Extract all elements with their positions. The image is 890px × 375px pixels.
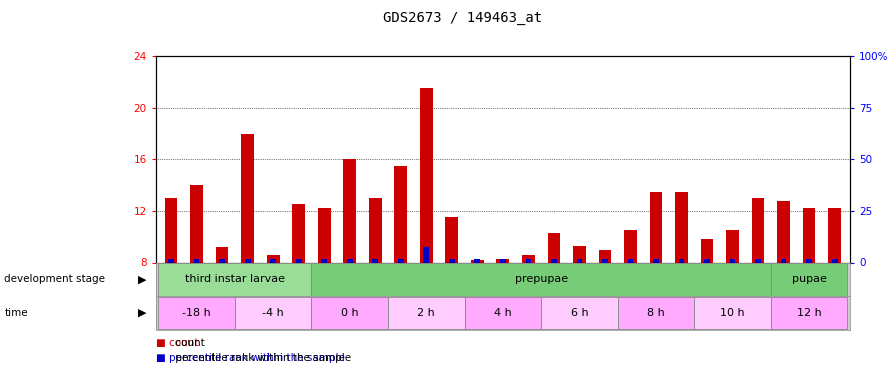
Bar: [267, 255, 279, 262]
Text: 10 h: 10 h: [720, 308, 745, 318]
Bar: [158, 297, 235, 329]
Bar: [312, 297, 388, 329]
Bar: [158, 263, 312, 296]
Text: -18 h: -18 h: [182, 308, 211, 318]
Bar: [806, 259, 812, 262]
Bar: [573, 246, 586, 262]
Bar: [190, 185, 203, 262]
Bar: [194, 259, 199, 262]
Bar: [730, 259, 735, 262]
Text: ■ percentile rank within the sample: ■ percentile rank within the sample: [156, 353, 344, 363]
Text: third instar larvae: third instar larvae: [185, 274, 285, 284]
Text: count: count: [172, 338, 205, 348]
Bar: [653, 259, 659, 262]
Text: 4 h: 4 h: [494, 308, 512, 318]
Bar: [321, 259, 327, 262]
Bar: [771, 263, 847, 296]
Bar: [781, 259, 787, 262]
Bar: [726, 230, 739, 262]
Text: GDS2673 / 149463_at: GDS2673 / 149463_at: [384, 11, 542, 25]
Text: ■ count: ■ count: [156, 338, 198, 348]
Text: 2 h: 2 h: [417, 308, 435, 318]
Bar: [165, 198, 177, 262]
Bar: [394, 166, 407, 262]
Bar: [292, 204, 305, 262]
Bar: [312, 263, 771, 296]
Bar: [676, 192, 688, 262]
Bar: [525, 259, 531, 262]
Bar: [829, 209, 841, 262]
Bar: [551, 259, 557, 262]
Bar: [398, 259, 404, 262]
Bar: [219, 259, 225, 262]
Text: -4 h: -4 h: [263, 308, 284, 318]
Bar: [235, 297, 312, 329]
Bar: [215, 247, 229, 262]
Bar: [627, 259, 634, 262]
Bar: [420, 88, 433, 262]
Bar: [465, 297, 541, 329]
Bar: [618, 297, 694, 329]
Bar: [388, 297, 465, 329]
Bar: [471, 260, 483, 262]
Text: ▶: ▶: [138, 274, 147, 284]
Bar: [424, 247, 429, 262]
Bar: [704, 259, 710, 262]
Bar: [500, 259, 506, 262]
Bar: [344, 159, 356, 262]
Text: pupae: pupae: [792, 274, 827, 284]
Bar: [474, 259, 481, 262]
Bar: [577, 259, 582, 262]
Bar: [650, 192, 662, 262]
Bar: [445, 217, 458, 262]
Bar: [318, 209, 330, 262]
Bar: [700, 239, 714, 262]
Text: 0 h: 0 h: [341, 308, 359, 318]
Bar: [522, 255, 535, 262]
Bar: [547, 233, 561, 262]
Text: time: time: [4, 308, 28, 318]
Bar: [168, 259, 174, 262]
Text: 12 h: 12 h: [797, 308, 821, 318]
Bar: [347, 259, 352, 262]
Bar: [241, 134, 254, 262]
Text: ▶: ▶: [138, 308, 147, 318]
Bar: [368, 198, 382, 262]
Bar: [245, 259, 250, 262]
Bar: [752, 198, 765, 262]
Bar: [449, 259, 455, 262]
Text: 6 h: 6 h: [570, 308, 588, 318]
Bar: [832, 259, 837, 262]
Text: prepupae: prepupae: [514, 274, 568, 284]
Bar: [756, 259, 761, 262]
Bar: [599, 250, 611, 262]
Bar: [271, 259, 276, 262]
Bar: [803, 209, 815, 262]
Bar: [602, 259, 608, 262]
Bar: [777, 201, 790, 262]
Bar: [694, 297, 771, 329]
Bar: [679, 259, 684, 262]
Bar: [372, 259, 378, 262]
Bar: [497, 259, 509, 262]
Bar: [541, 297, 618, 329]
Bar: [624, 230, 637, 262]
Bar: [295, 259, 302, 262]
Text: percentile rank within the sample: percentile rank within the sample: [172, 353, 351, 363]
Bar: [771, 297, 847, 329]
Text: 8 h: 8 h: [647, 308, 665, 318]
Text: development stage: development stage: [4, 274, 105, 284]
